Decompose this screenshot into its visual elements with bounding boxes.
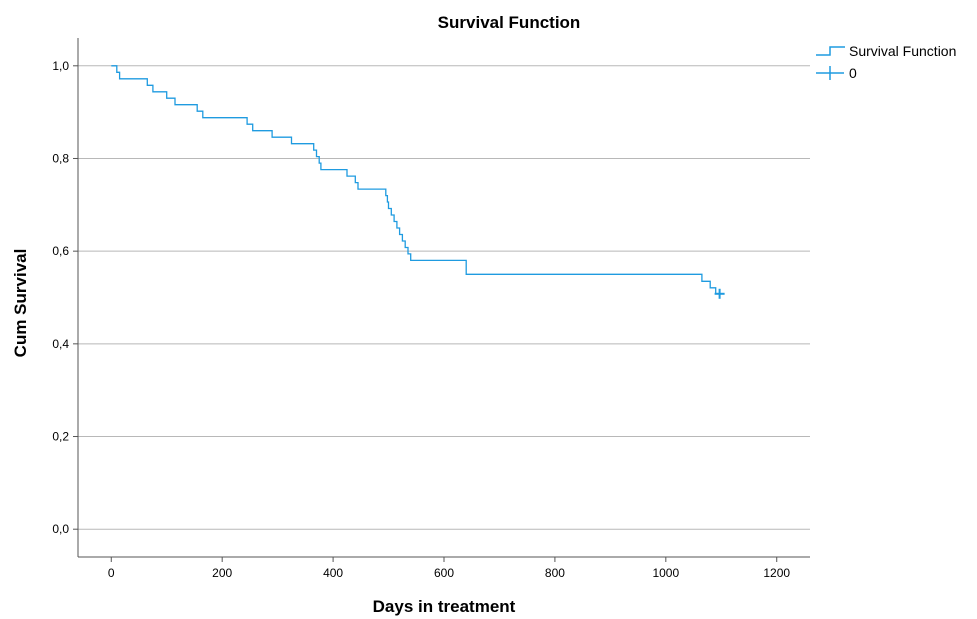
y-axis-ticks: 0,0 0,2 0,4 0,6 0,8 1,0: [52, 59, 78, 536]
legend-label-censored: 0: [849, 65, 857, 81]
censored-marker-0: [714, 288, 725, 299]
y-tick-label-5: 1,0: [52, 59, 69, 73]
x-tick-label-0: 0: [108, 566, 115, 580]
x-tick-label-6: 1200: [763, 566, 790, 580]
legend-censored-swatch: [816, 66, 844, 80]
series-line-0: [111, 65, 720, 295]
gridlines: [78, 65, 810, 530]
y-tick-label-3: 0,6: [52, 244, 69, 258]
x-tick-label-4: 800: [545, 566, 565, 580]
legend-label-survival-function: Survival Function: [849, 43, 956, 59]
x-tick-label-1: 200: [212, 566, 232, 580]
x-tick-label-5: 1000: [652, 566, 679, 580]
x-tick-label-3: 600: [434, 566, 454, 580]
y-tick-label-4: 0,8: [52, 151, 69, 165]
y-axis-title: Cum Survival: [11, 249, 30, 358]
y-tick-label-0: 0,0: [52, 522, 69, 536]
x-axis-ticks: 0 200 400 600 800 1000 1200: [108, 557, 790, 580]
x-axis-title: Days in treatment: [373, 597, 516, 616]
axes: [77, 38, 810, 558]
chart-title: Survival Function: [438, 13, 581, 32]
y-tick-label-2: 0,4: [52, 337, 69, 351]
legend-step-swatch: [816, 46, 845, 56]
series-layer: [111, 65, 725, 299]
y-tick-label-1: 0,2: [52, 430, 69, 444]
x-tick-label-2: 400: [323, 566, 343, 580]
legend: Survival Function 0: [816, 43, 956, 81]
